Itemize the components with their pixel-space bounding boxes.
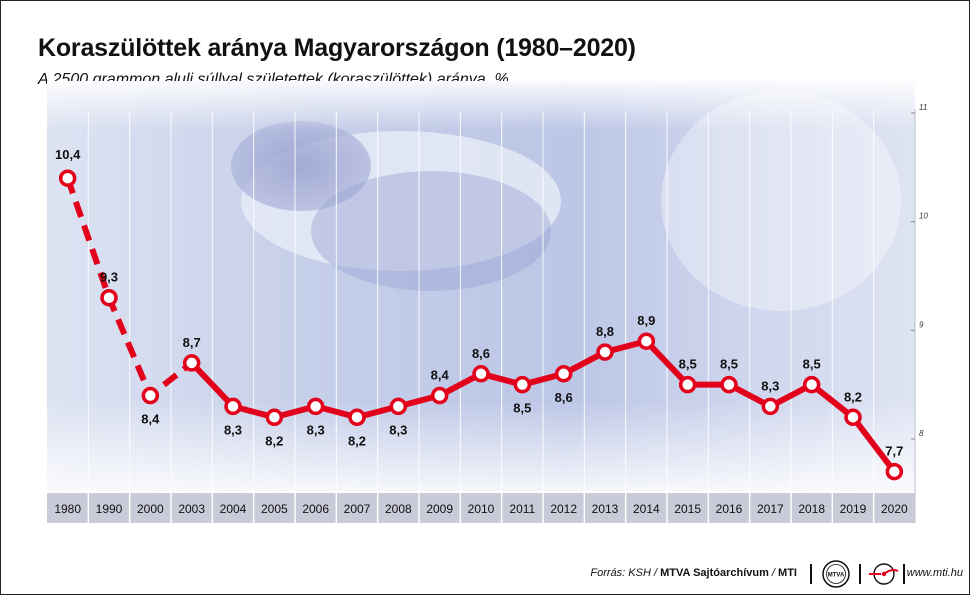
x-tick-label: 2000 <box>137 502 164 516</box>
data-point <box>513 375 532 394</box>
data-point <box>637 332 656 350</box>
x-tick-label: 2011 <box>509 502 535 516</box>
x-tick-label: 2014 <box>633 502 660 516</box>
data-point <box>885 462 904 481</box>
data-label: 8,6 <box>472 346 490 361</box>
data-point <box>596 343 614 361</box>
y-tick-label: 9 <box>919 320 924 329</box>
x-tick-label: 2016 <box>716 502 743 516</box>
background-photo <box>47 81 915 491</box>
data-point <box>802 375 821 394</box>
data-label: 10,4 <box>55 147 81 162</box>
data-label: 8,2 <box>844 389 862 404</box>
x-tick-label: 1990 <box>96 502 123 516</box>
y-axis-ticks: 8 9 10 11 <box>911 103 928 440</box>
data-point <box>720 375 738 394</box>
data-point <box>182 354 201 372</box>
source-credit: Forrás: KSH / MTVA Sajtóarchívum / MTI <box>590 567 797 579</box>
x-tick-label: 2013 <box>592 502 619 516</box>
data-point <box>100 288 118 307</box>
x-tick-label: 2006 <box>302 502 329 516</box>
x-tick-label: 1980 <box>54 502 81 516</box>
x-tick-label: 2020 <box>881 502 908 516</box>
mti-logo-icon <box>869 563 899 585</box>
data-label: 8,3 <box>389 422 407 437</box>
x-axis-band-bg <box>47 493 915 523</box>
data-label: 8,4 <box>431 368 450 383</box>
data-label: 9,3 <box>100 270 118 285</box>
x-tick-label: 2015 <box>674 502 701 516</box>
footer-divider <box>903 564 905 584</box>
mtva-logo-text: MTVA <box>828 573 845 579</box>
source-separator: / <box>768 567 779 579</box>
data-labels: 10,4 9,3 8,4 8,7 8,3 8,2 8,3 8,2 8,3 8,4 8,6 8,5 8,6… <box>55 147 903 458</box>
y-tick-label: 8 <box>919 429 924 438</box>
x-tick-label: 2009 <box>426 502 453 516</box>
series-line-dashed <box>64 177 194 399</box>
x-axis-band: 1980 1990 2000 2003 2004 2005 2006 2007 2008 2009… <box>47 493 915 523</box>
x-tick-label: 2004 <box>220 502 247 516</box>
data-point <box>430 386 449 405</box>
source-archive: MTVA Sajtóarchívum <box>660 567 769 579</box>
data-label: 8,3 <box>761 378 779 393</box>
data-point <box>389 397 408 416</box>
y-tick-label: 10 <box>919 212 928 221</box>
data-label: 8,5 <box>513 401 531 416</box>
data-label: 8,5 <box>720 357 738 372</box>
x-tick-label: 2005 <box>261 502 288 516</box>
vertical-gridlines <box>87 109 916 523</box>
data-point <box>844 408 862 427</box>
x-tick-label: 2007 <box>344 502 371 516</box>
source-prefix: Forrás: KSH / <box>590 567 661 579</box>
data-point <box>58 169 77 187</box>
data-point <box>761 397 780 416</box>
data-point <box>348 408 366 427</box>
data-label: 8,4 <box>141 412 160 427</box>
data-label: 8,7 <box>183 335 201 350</box>
data-point <box>224 397 242 416</box>
x-tick-label: 2010 <box>468 502 495 516</box>
data-point <box>554 365 573 383</box>
data-point <box>306 397 325 416</box>
line-chart: 8 9 10 11 1980 1990 2000 2003 2004 2005 2006 2007 2… <box>47 81 928 523</box>
data-points <box>58 169 904 481</box>
x-tick-label: 2018 <box>798 502 825 516</box>
y-tick-label: 11 <box>919 103 927 112</box>
data-point <box>141 386 160 405</box>
x-tick-label: 2008 <box>385 502 412 516</box>
data-label: 7,7 <box>885 444 903 459</box>
data-label: 8,2 <box>348 433 366 448</box>
data-point <box>472 365 490 383</box>
x-tick-label: 2012 <box>550 502 577 516</box>
data-label: 8,8 <box>596 324 614 339</box>
footer-divider <box>810 564 812 584</box>
x-tick-label: 2003 <box>178 502 205 516</box>
data-label: 8,3 <box>224 422 242 437</box>
data-label: 8,5 <box>803 357 821 372</box>
footer: Forrás: KSH / MTVA Sajtóarchívum / MTI M… <box>1 557 969 593</box>
data-point <box>265 408 284 427</box>
website-link[interactable]: www.mti.hu <box>906 567 963 579</box>
mtva-logo-icon: MTVA <box>822 560 850 588</box>
data-label: 8,5 <box>679 357 697 372</box>
data-label: 8,3 <box>307 422 325 437</box>
data-point <box>678 375 697 394</box>
data-label: 8,2 <box>265 433 283 448</box>
x-tick-label: 2017 <box>757 502 784 516</box>
footer-divider <box>859 564 861 584</box>
source-mti: MTI <box>778 567 797 579</box>
chart-title: Koraszülöttek aránya Magyarországon (198… <box>38 34 636 62</box>
x-tick-label: 2019 <box>840 502 867 516</box>
data-label: 8,6 <box>555 390 573 405</box>
data-label: 8,9 <box>637 313 655 328</box>
